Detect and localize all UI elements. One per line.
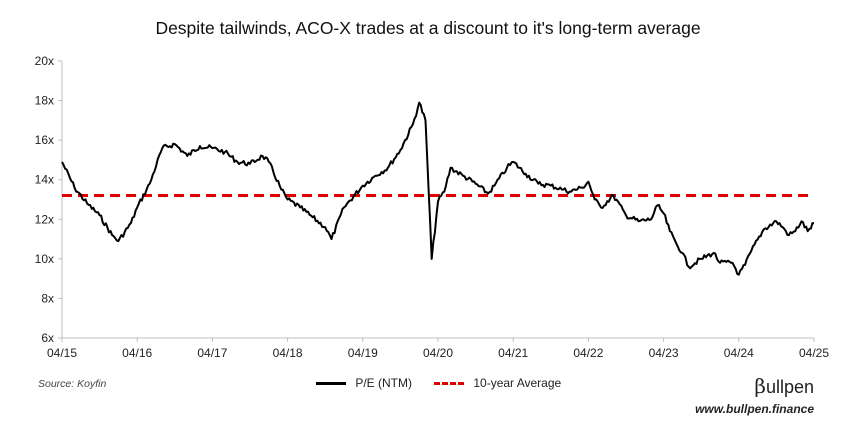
- y-tick-label: 14x: [35, 173, 54, 187]
- y-tick-label: 10x: [35, 252, 54, 266]
- x-tick-label: 04/19: [348, 346, 378, 360]
- brand-name: ullpen: [765, 377, 814, 397]
- legend-item-avg: 10-year Average: [434, 376, 561, 390]
- x-axis-ticks: 04/15 04/16 04/17 04/18 04/19 04/20 04/21 04/22…: [47, 338, 829, 360]
- y-tick-label: 16x: [35, 133, 54, 147]
- chart-title: Despite tailwinds, ACO-X trades at a dis…: [155, 18, 701, 38]
- website-url: www.bullpen.finance: [695, 402, 814, 416]
- x-tick-label: 04/25: [799, 346, 829, 360]
- brand-mark: β: [754, 374, 766, 398]
- x-tick-label: 04/18: [273, 346, 303, 360]
- legend-item-pe: P/E (NTM): [316, 376, 412, 390]
- x-tick-label: 04/20: [423, 346, 453, 360]
- y-tick-label: 12x: [35, 212, 54, 226]
- y-tick-label: 18x: [35, 94, 54, 108]
- pe-series-line: [61, 101, 815, 276]
- legend-swatch-pe: [316, 382, 346, 386]
- x-tick-label: 04/16: [122, 346, 152, 360]
- x-tick-label: 04/22: [573, 346, 603, 360]
- pe-series: [61, 101, 815, 276]
- y-tick-label: 6x: [41, 331, 54, 345]
- x-tick-label: 04/23: [649, 346, 679, 360]
- legend-label-avg: 10-year Average: [473, 376, 562, 390]
- x-tick-label: 04/24: [724, 346, 754, 360]
- y-axis-ticks: 6x 8x 10x 12x 14x 16x 18x 20x: [35, 54, 62, 345]
- x-tick-label: 04/21: [498, 346, 528, 360]
- y-tick-label: 20x: [35, 54, 54, 68]
- legend-swatch-avg: [434, 382, 464, 386]
- y-tick-label: 8x: [41, 291, 54, 305]
- brand-logo: βullpen: [754, 374, 814, 398]
- x-tick-label: 04/17: [197, 346, 227, 360]
- legend-label-pe: P/E (NTM): [355, 376, 413, 390]
- x-tick-label: 04/15: [47, 346, 77, 360]
- source-note: Source: Koyfin: [38, 378, 107, 390]
